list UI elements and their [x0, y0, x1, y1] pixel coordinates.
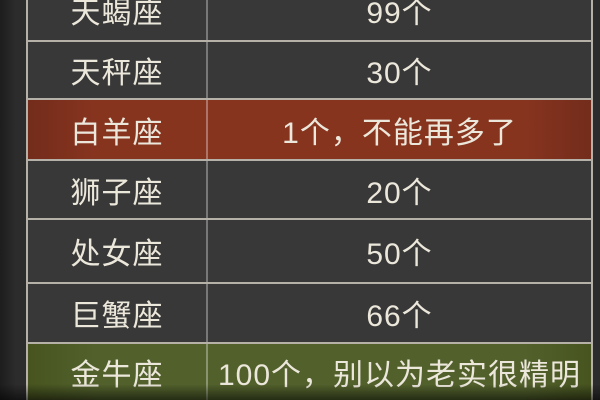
zodiac-count-cell: 50个 — [208, 220, 591, 282]
zodiac-name: 巨蟹座 — [70, 300, 164, 333]
zodiac-count-cell: 66个 — [208, 284, 591, 342]
zodiac-name-cell: 巨蟹座 — [28, 284, 208, 342]
zodiac-name: 天蝎座 — [70, 0, 164, 30]
zodiac-count-cell: 99个 — [208, 0, 591, 40]
zodiac-name-cell: 天秤座 — [28, 42, 208, 98]
zodiac-count: 20个 — [366, 176, 433, 210]
table-row-scorpio: 天蝎座 99个 — [28, 0, 591, 40]
zodiac-count: 50个 — [366, 238, 433, 271]
zodiac-count-cell: 100个，别以为老实很精明 — [208, 344, 591, 400]
zodiac-count: 100个，别以为老实很精明 — [217, 359, 582, 392]
zodiac-count: 30个 — [366, 57, 433, 90]
zodiac-name-cell: 狮子座 — [28, 161, 208, 218]
table-row-aries-highlighted: 白羊座 1个，不能再多了 — [28, 98, 591, 159]
table-row-cancer: 巨蟹座 66个 — [28, 282, 591, 342]
zodiac-name: 白羊座 — [70, 116, 164, 150]
zodiac-count: 66个 — [366, 300, 433, 333]
table-row-libra: 天秤座 30个 — [28, 40, 591, 98]
table-row-leo: 狮子座 20个 — [28, 159, 591, 218]
table-row-taurus-highlighted: 金牛座 100个，别以为老实很精明 — [28, 342, 591, 400]
zodiac-name-cell: 白羊座 — [28, 100, 208, 159]
zodiac-count-cell: 1个，不能再多了 — [208, 100, 591, 159]
zodiac-count-table: 天蝎座 99个 天秤座 30个 白羊座 1个，不能再多了 狮子座 — [26, 0, 593, 400]
zodiac-name: 狮子座 — [70, 176, 164, 210]
zodiac-name: 处女座 — [70, 238, 164, 271]
zodiac-name-cell: 天蝎座 — [28, 0, 208, 40]
table-row-virgo: 处女座 50个 — [28, 218, 591, 282]
zodiac-name-cell: 金牛座 — [28, 344, 208, 400]
zodiac-name: 金牛座 — [70, 359, 164, 392]
zodiac-count: 1个，不能再多了 — [282, 116, 517, 150]
zodiac-count-cell: 20个 — [208, 161, 591, 218]
zodiac-name-cell: 处女座 — [28, 220, 208, 282]
zodiac-count-cell: 30个 — [208, 42, 591, 98]
zodiac-count: 99个 — [366, 0, 433, 30]
zodiac-name: 天秤座 — [70, 57, 164, 90]
